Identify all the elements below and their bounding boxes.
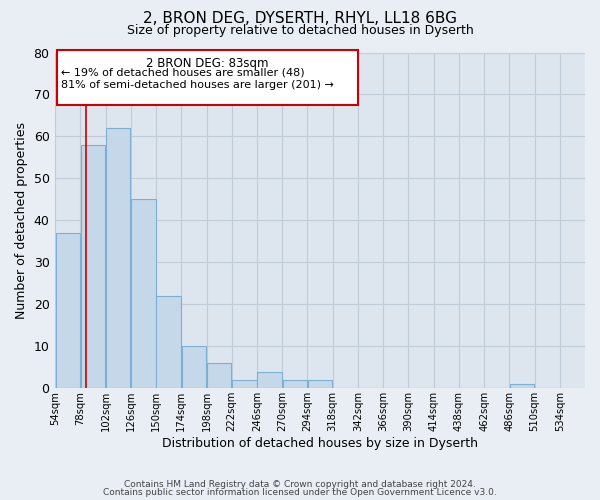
Bar <box>182 346 206 389</box>
Text: ← 19% of detached houses are smaller (48): ← 19% of detached houses are smaller (48… <box>61 67 305 77</box>
Bar <box>131 200 155 388</box>
Bar <box>157 296 181 388</box>
Bar <box>510 384 534 388</box>
Y-axis label: Number of detached properties: Number of detached properties <box>15 122 28 319</box>
Text: 81% of semi-detached houses are larger (201) →: 81% of semi-detached houses are larger (… <box>61 80 334 90</box>
Bar <box>232 380 257 388</box>
X-axis label: Distribution of detached houses by size in Dyserth: Distribution of detached houses by size … <box>162 437 478 450</box>
Text: 2 BRON DEG: 83sqm: 2 BRON DEG: 83sqm <box>146 56 269 70</box>
Text: Contains HM Land Registry data © Crown copyright and database right 2024.: Contains HM Land Registry data © Crown c… <box>124 480 476 489</box>
Bar <box>106 128 130 388</box>
Bar <box>207 363 232 388</box>
Bar <box>283 380 307 388</box>
Text: Contains public sector information licensed under the Open Government Licence v3: Contains public sector information licen… <box>103 488 497 497</box>
Bar <box>56 233 80 388</box>
Text: 2, BRON DEG, DYSERTH, RHYL, LL18 6BG: 2, BRON DEG, DYSERTH, RHYL, LL18 6BG <box>143 11 457 26</box>
Bar <box>81 145 105 388</box>
Bar <box>57 50 358 105</box>
Bar <box>257 372 282 388</box>
Text: Size of property relative to detached houses in Dyserth: Size of property relative to detached ho… <box>127 24 473 37</box>
Bar <box>308 380 332 388</box>
